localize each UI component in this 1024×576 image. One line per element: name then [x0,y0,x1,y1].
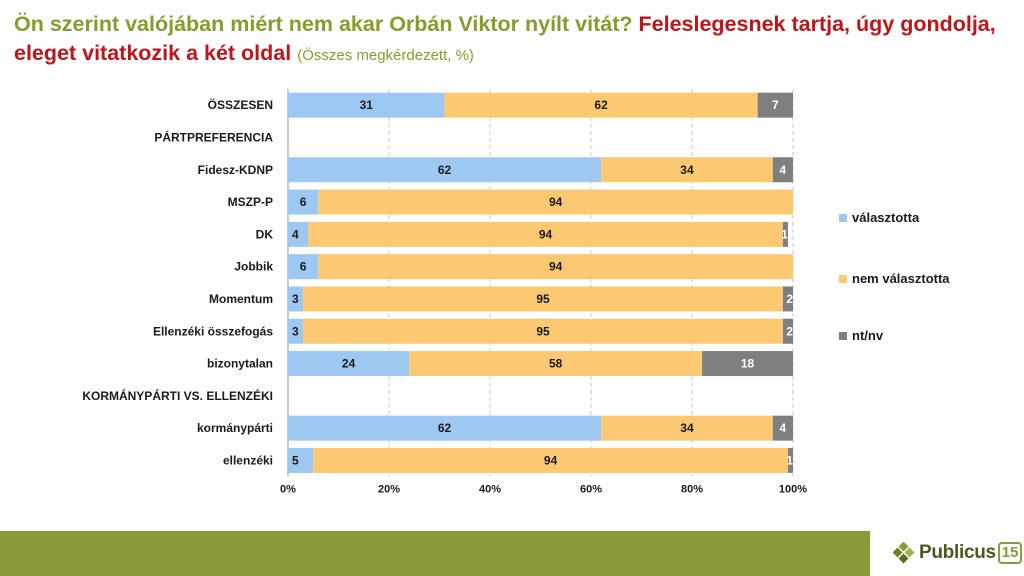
footer-bar [0,531,870,576]
bar-segment [444,92,758,118]
bar-segment [288,189,319,215]
value-label: 3 [292,324,299,338]
value-label: 94 [539,227,553,241]
logo-text: Publicus [919,542,996,563]
value-label: 95 [536,324,550,338]
bar-segment [757,92,793,118]
bar-segment [288,447,314,473]
category-labels: ÖSSZESEN PÁRTPREFERENCIA Fidesz-KDNP MSZP-P… [82,97,273,467]
category-label: PÁRTPREFERENCIA [154,129,273,144]
bar-segment [303,318,783,344]
category-label: Momentum [209,292,273,306]
value-label: 4 [780,163,787,177]
legend-label: nt/nv [852,328,884,343]
bar-segment [313,447,788,473]
category-label: KORMÁNYPÁRTI VS. ELLENZÉKI [82,388,273,403]
value-label: 94 [544,453,558,467]
legend-label: nem választotta [852,271,950,286]
legend-label: választotta [852,210,920,225]
value-label: 31 [360,98,374,112]
bar-segment [308,221,783,247]
x-axis-ticks: 0% 20% 40% 60% 80% 100% [280,484,807,496]
bar-segment [288,351,410,377]
x-tick-label: 100% [779,484,807,496]
chart-title: Ön szerint valójában miért nem akar Orbá… [14,10,1014,70]
category-label: Jobbik [234,260,273,274]
value-label: 1 [786,453,793,467]
category-label: Ellenzéki összefogás [153,324,273,338]
value-label: 2 [786,324,793,338]
bar-segment [782,318,793,344]
value-label: 95 [536,292,550,306]
x-tick-label: 40% [479,484,501,496]
title-note: (Összes megkérdezett, %) [297,47,474,64]
legend-swatch [839,214,847,222]
bar-segment [288,415,602,441]
bar-segment [409,351,703,377]
bar-segment [288,318,304,344]
logo-number: 15 [997,542,1023,564]
title-answer: Feleslegesnek tartja, úgy gondolja, eleg… [14,12,996,65]
x-tick-label: 60% [580,484,602,496]
value-label: 4 [292,227,299,241]
value-label: 62 [438,421,452,435]
value-label: 34 [680,421,694,435]
bar-segment [772,415,793,441]
category-label: Fidesz-KDNP [198,163,273,177]
value-label: 62 [438,163,452,177]
category-label: bizonytalan [207,357,273,371]
bar-segment [288,254,319,280]
value-label: 58 [549,357,563,371]
value-label: 1 [781,227,788,241]
value-label: 5 [292,453,299,467]
publicus-logo: Publicus 15 [893,538,1023,568]
x-tick-label: 80% [681,484,703,496]
bar-segment [303,286,783,312]
bar-segment [288,221,309,247]
value-label: 62 [594,98,608,112]
value-label: 3 [292,292,299,306]
bar-segment [702,351,793,377]
stacked-bar-chart: 31 62 7 62 34 4 6 94 4 94 1 6 94 3 95 2 3 95 2 24 58 18 62 34 4 5… [82,89,950,496]
value-label: 18 [741,357,755,371]
legend: választotta nem választotta nt/nv [839,210,950,343]
bar-segment [318,254,793,280]
bars: 31 62 7 62 34 4 6 94 4 94 1 6 94 3 95 2 3 95 2 24 58 18 62 34 4 5… [288,92,793,473]
bar-segment [601,415,773,441]
bar-segment [782,286,793,312]
category-label: kormánypárti [197,421,273,435]
x-tick-label: 0% [280,484,296,496]
legend-swatch [839,332,847,340]
bar-segment [288,92,445,118]
title-question: Ön szerint valójában miért nem akar Orbá… [14,12,633,36]
category-label: ÖSSZESEN [208,97,273,112]
bar-segment [318,189,793,215]
value-label: 34 [680,163,694,177]
bar-segment [601,157,773,183]
logo-diamond-icon [893,542,915,564]
bar-segment [782,221,788,247]
value-label: 2 [786,292,793,306]
value-label: 6 [300,195,307,209]
gridlines [287,89,794,477]
value-label: 94 [549,260,563,274]
value-label: 6 [300,260,307,274]
bar-segment [288,157,602,183]
bar-segment [288,286,304,312]
value-label: 94 [549,195,563,209]
category-label: MSZP-P [228,195,273,209]
value-label: 7 [772,98,779,112]
category-label: DK [256,227,274,241]
bar-segment [787,447,793,473]
category-label: ellenzéki [223,453,273,467]
x-tick-label: 20% [378,484,400,496]
legend-swatch [839,275,847,283]
value-label: 4 [780,421,787,435]
bar-segment [772,157,793,183]
value-label: 24 [342,357,356,371]
